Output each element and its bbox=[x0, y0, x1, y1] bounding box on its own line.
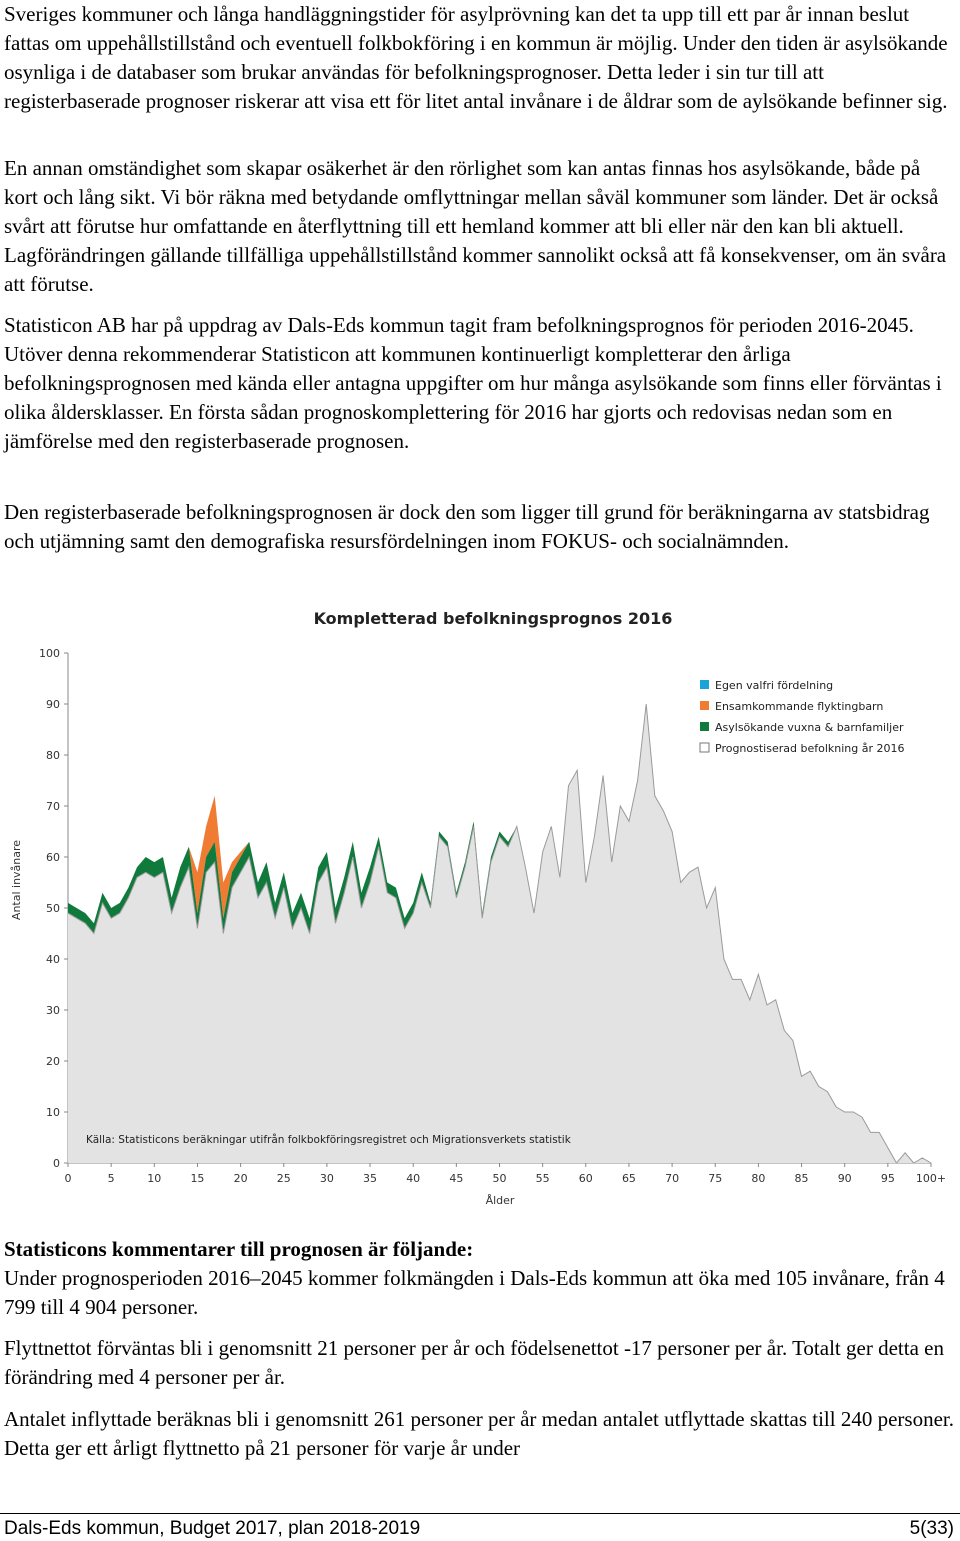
y-tick-label: 100 bbox=[39, 647, 60, 660]
x-tick-label: 50 bbox=[493, 1172, 507, 1185]
legend-swatch bbox=[699, 742, 710, 753]
body-paragraph-4: Den registerbaserade befolkningsprognose… bbox=[4, 500, 930, 553]
legend-swatch bbox=[700, 701, 709, 710]
x-tick-label: 85 bbox=[795, 1172, 809, 1185]
y-tick-label: 90 bbox=[46, 698, 60, 711]
y-tick-label: 20 bbox=[46, 1055, 60, 1068]
x-tick-label: 15 bbox=[190, 1172, 204, 1185]
population-chart-svg: 0 10 20 30 40 50 60 70 80 90 100 0 5 10 15 20 25 30 35 40 45… bbox=[10, 609, 946, 1207]
footer-divider bbox=[0, 1513, 960, 1514]
x-tick-label: 75 bbox=[708, 1172, 722, 1185]
y-tick-label: 40 bbox=[46, 953, 60, 966]
x-tick-label: 45 bbox=[449, 1172, 463, 1185]
x-tick-label: 35 bbox=[363, 1172, 377, 1185]
y-tick-label: 30 bbox=[46, 1004, 60, 1017]
chart-areas bbox=[67, 703, 932, 1164]
y-tick-label: 10 bbox=[46, 1106, 60, 1119]
y-axis-label: Antal invånare bbox=[10, 840, 23, 920]
y-tick-label: 0 bbox=[53, 1157, 60, 1170]
x-tick-label: 90 bbox=[838, 1172, 852, 1185]
area-prognos bbox=[68, 704, 931, 1163]
comment-paragraph-2: Flyttnettot förväntas bli i genomsnitt 2… bbox=[4, 1336, 944, 1389]
comment-paragraph-1: Under prognosperioden 2016–2045 kommer f… bbox=[4, 1266, 945, 1319]
footer-left-text: Dals-Eds kommun, Budget 2017, plan 2018-… bbox=[4, 1518, 421, 1539]
legend-label: Egen valfri fördelning bbox=[715, 679, 833, 692]
legend-swatch bbox=[700, 680, 709, 689]
x-axis-label: Ålder bbox=[486, 1194, 515, 1207]
chart-source: Källa: Statisticons beräkningar utifrån … bbox=[86, 1133, 572, 1146]
body-paragraph-1: Sveriges kommuner och långa handläggning… bbox=[4, 2, 948, 113]
body-paragraph-2: En annan omständighet som skapar osäkerh… bbox=[4, 156, 947, 296]
y-tick-label: 70 bbox=[46, 800, 60, 813]
legend-label: Asylsökande vuxna & barnfamiljer bbox=[715, 721, 904, 734]
body-paragraph-3: Statisticon AB har på uppdrag av Dals-Ed… bbox=[4, 313, 942, 453]
x-tick-label: 55 bbox=[536, 1172, 550, 1185]
population-chart: 0 10 20 30 40 50 60 70 80 90 100 0 5 10 15 20 25 30 35 40 45… bbox=[0, 598, 960, 1218]
comments-heading: Statisticons kommentarer till prognosen … bbox=[4, 1237, 474, 1261]
x-tick-label: 65 bbox=[622, 1172, 636, 1185]
x-tick-label: 95 bbox=[881, 1172, 895, 1185]
x-tick-label: 5 bbox=[108, 1172, 115, 1185]
footer-page-number: 5(33) bbox=[909, 1518, 954, 1539]
legend-swatch bbox=[700, 722, 709, 731]
chart-title: Kompletterad befolkningsprognos 2016 bbox=[314, 609, 673, 628]
prognos-outline bbox=[67, 703, 932, 1164]
x-tick-label: 20 bbox=[234, 1172, 248, 1185]
x-tick-label: 80 bbox=[751, 1172, 765, 1185]
y-tick-label: 60 bbox=[46, 851, 60, 864]
x-tick-label: 40 bbox=[406, 1172, 420, 1185]
x-tick-label: 10 bbox=[147, 1172, 161, 1185]
comment-paragraph-3: Antalet inflyttade beräknas bli i genoms… bbox=[4, 1407, 954, 1460]
legend-label: Ensamkommande flyktingbarn bbox=[715, 700, 883, 713]
y-tick-label: 50 bbox=[46, 902, 60, 915]
x-tick-label: 100+ bbox=[916, 1172, 946, 1185]
y-tick-label: 80 bbox=[46, 749, 60, 762]
x-tick-label: 30 bbox=[320, 1172, 334, 1185]
legend-label: Prognostiserad befolkning år 2016 bbox=[715, 742, 905, 755]
x-tick-label: 60 bbox=[579, 1172, 593, 1185]
x-tick-label: 25 bbox=[277, 1172, 291, 1185]
x-tick-label: 0 bbox=[65, 1172, 72, 1185]
x-tick-label: 70 bbox=[665, 1172, 679, 1185]
chart-legend: Egen valfri fördelning Ensamkommande flyk… bbox=[699, 679, 905, 755]
